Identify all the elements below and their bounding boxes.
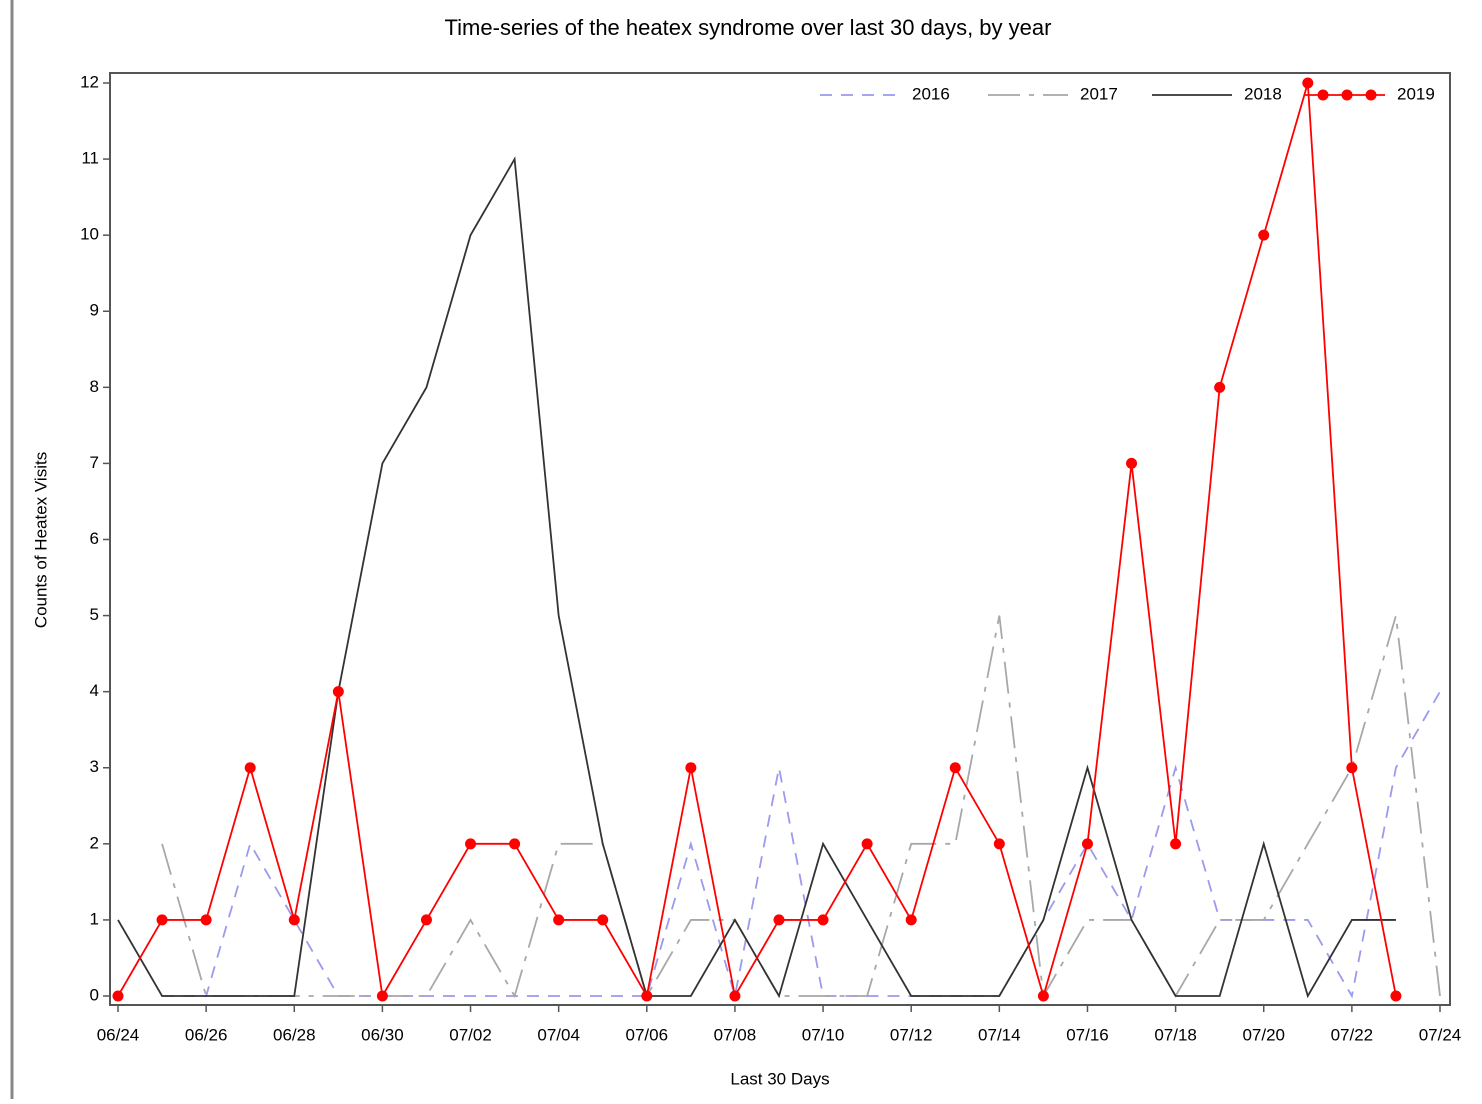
x-tick-label: 07/14 (978, 1025, 1021, 1044)
y-tick-label: 12 (80, 72, 99, 91)
data-point (1170, 838, 1182, 850)
x-tick-label: 07/20 (1242, 1025, 1285, 1044)
data-point (993, 838, 1005, 850)
data-point (156, 914, 168, 926)
legend-marker (1341, 89, 1353, 101)
data-point (376, 990, 388, 1002)
data-point (288, 914, 300, 926)
x-tick-label: 07/22 (1331, 1025, 1374, 1044)
legend-label: 2019 (1397, 84, 1435, 103)
data-point (641, 990, 653, 1002)
legend-marker (1317, 89, 1329, 101)
data-point (685, 762, 697, 774)
chart-title: Time-series of the heatex syndrome over … (445, 15, 1052, 40)
y-axis-label: Counts of Heatex Visits (31, 452, 50, 628)
data-point (1214, 381, 1226, 393)
x-tick-label: 06/30 (361, 1025, 404, 1044)
x-tick-label: 07/24 (1419, 1025, 1462, 1044)
y-tick-label: 3 (90, 757, 99, 776)
data-point (861, 838, 873, 850)
data-point (420, 914, 432, 926)
x-tick-label: 07/10 (802, 1025, 845, 1044)
data-point (817, 914, 829, 926)
data-point (597, 914, 609, 926)
series-line (162, 691, 1441, 999)
x-tick-label: 06/28 (273, 1025, 316, 1044)
y-tick-label: 4 (90, 681, 99, 700)
data-point (1346, 762, 1358, 774)
x-tick-label: 07/08 (714, 1025, 757, 1044)
x-tick-label: 06/24 (97, 1025, 140, 1044)
y-tick-label: 0 (90, 985, 99, 1004)
x-tick-label: 07/06 (626, 1025, 669, 1044)
legend-label: 2018 (1244, 84, 1282, 103)
legend-label: 2017 (1080, 84, 1118, 103)
x-axis-label: Last 30 Days (730, 1069, 829, 1088)
data-point (905, 914, 917, 926)
data-point (200, 914, 212, 926)
y-tick-label: 10 (80, 225, 99, 244)
y-tick-label: 6 (90, 529, 99, 548)
data-point (244, 762, 256, 774)
y-tick-label: 5 (90, 605, 99, 624)
x-tick-label: 07/04 (537, 1025, 580, 1044)
series-line (117, 82, 1397, 1000)
data-point (1126, 457, 1138, 469)
data-point (1258, 229, 1270, 241)
series-line (161, 615, 1441, 999)
x-tick-label: 07/02 (449, 1025, 492, 1044)
x-tick-label: 07/16 (1066, 1025, 1109, 1044)
y-tick-label: 1 (90, 909, 99, 928)
y-tick-label: 11 (81, 149, 99, 168)
data-point (1037, 990, 1049, 1002)
data-point (773, 914, 785, 926)
data-point (509, 838, 521, 850)
data-point (1302, 77, 1314, 89)
x-tick-label: 07/18 (1154, 1025, 1197, 1044)
data-point (1081, 838, 1093, 850)
y-tick-label: 9 (90, 301, 99, 320)
y-tick-label: 8 (90, 377, 99, 396)
data-point (112, 990, 124, 1002)
data-point (949, 762, 961, 774)
legend-label: 2016 (912, 84, 950, 103)
data-point (465, 838, 477, 850)
legend-marker (1365, 89, 1377, 101)
x-tick-label: 06/26 (185, 1025, 228, 1044)
y-tick-label: 7 (90, 453, 99, 472)
data-point (1390, 990, 1402, 1002)
x-tick-label: 07/12 (890, 1025, 933, 1044)
data-point (332, 686, 344, 698)
data-point (729, 990, 741, 1002)
data-point (553, 914, 565, 926)
y-tick-label: 2 (90, 833, 99, 852)
